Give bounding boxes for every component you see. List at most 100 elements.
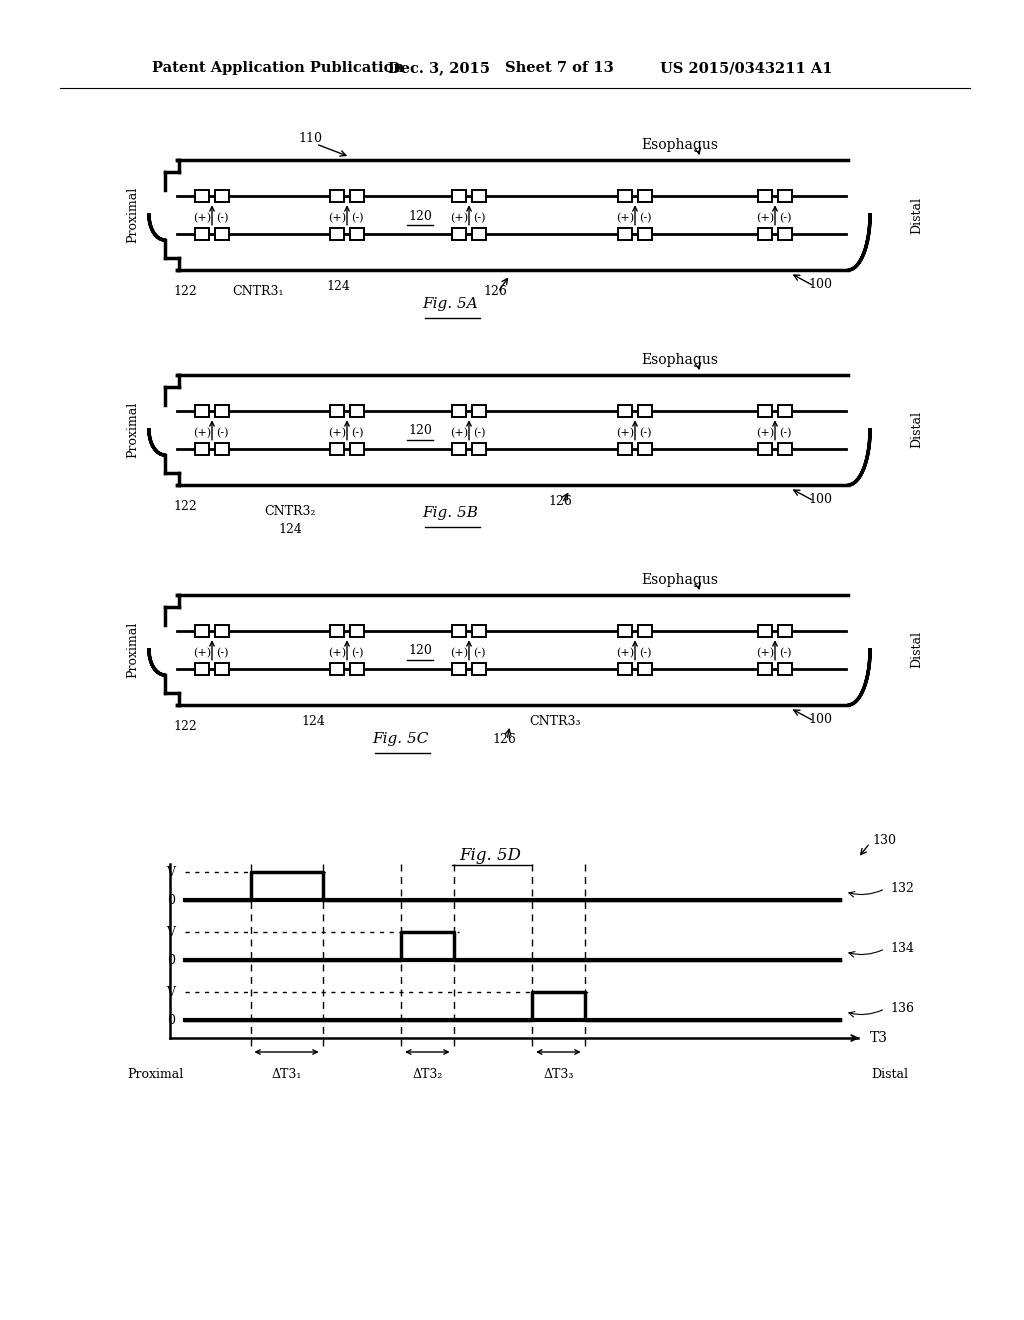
Text: (-): (-)	[778, 213, 792, 223]
Text: 130: 130	[872, 833, 896, 846]
Text: 132: 132	[890, 882, 913, 895]
Text: Esophagus: Esophagus	[641, 352, 719, 367]
Bar	[350, 442, 364, 454]
Text: (-): (-)	[778, 428, 792, 438]
Text: (+): (+)	[616, 428, 634, 438]
Text: CNTR3₂: CNTR3₂	[264, 506, 315, 517]
Bar	[758, 663, 772, 675]
Text: 122: 122	[173, 500, 197, 513]
Bar	[195, 190, 209, 202]
Text: Proximal: Proximal	[127, 401, 139, 458]
Text: (-): (-)	[473, 648, 485, 659]
Bar	[618, 626, 632, 638]
Bar	[638, 227, 652, 240]
Text: Esophagus: Esophagus	[641, 573, 719, 587]
Text: 136: 136	[890, 1002, 914, 1015]
Bar	[330, 405, 344, 417]
Bar	[350, 227, 364, 240]
Text: Dec. 3, 2015: Dec. 3, 2015	[388, 61, 490, 75]
Text: (-): (-)	[639, 428, 651, 438]
Text: (-): (-)	[216, 428, 228, 438]
Text: Distal: Distal	[910, 197, 924, 234]
Bar	[618, 227, 632, 240]
Text: Fig. 5C: Fig. 5C	[372, 733, 428, 746]
Text: 126: 126	[493, 733, 516, 746]
Bar	[472, 626, 486, 638]
Text: (+): (+)	[328, 213, 346, 223]
Text: (+): (+)	[328, 428, 346, 438]
Text: (-): (-)	[778, 648, 792, 659]
Bar	[472, 190, 486, 202]
Bar	[195, 405, 209, 417]
Text: 0: 0	[167, 894, 175, 907]
Text: (-): (-)	[473, 213, 485, 223]
Text: Proximal: Proximal	[127, 622, 139, 678]
Text: Patent Application Publication: Patent Application Publication	[152, 61, 404, 75]
Text: 126: 126	[483, 285, 507, 298]
Text: 124: 124	[326, 280, 350, 293]
Text: (+): (+)	[616, 648, 634, 659]
Text: Proximal: Proximal	[127, 187, 139, 243]
Text: (+): (+)	[450, 428, 468, 438]
Text: (-): (-)	[351, 213, 364, 223]
Bar	[618, 442, 632, 454]
Text: (+): (+)	[756, 428, 774, 438]
Bar	[350, 626, 364, 638]
Text: (-): (-)	[351, 648, 364, 659]
Bar	[758, 405, 772, 417]
Text: (+): (+)	[193, 428, 211, 438]
Text: 120: 120	[408, 210, 432, 223]
Text: Proximal: Proximal	[127, 1068, 183, 1081]
Bar	[778, 663, 792, 675]
Bar	[618, 663, 632, 675]
Bar	[472, 442, 486, 454]
Bar	[778, 227, 792, 240]
Bar	[638, 190, 652, 202]
Bar	[350, 405, 364, 417]
Bar	[215, 663, 229, 675]
Text: ΔT3₃: ΔT3₃	[543, 1068, 573, 1081]
Bar	[452, 442, 466, 454]
Bar	[215, 190, 229, 202]
Bar	[195, 442, 209, 454]
Bar	[350, 190, 364, 202]
Text: 120: 120	[408, 425, 432, 437]
Text: 124: 124	[279, 523, 302, 536]
Bar	[215, 626, 229, 638]
Bar	[472, 663, 486, 675]
Bar	[452, 663, 466, 675]
Bar	[350, 663, 364, 675]
Bar	[778, 190, 792, 202]
Bar	[638, 405, 652, 417]
Text: (-): (-)	[639, 213, 651, 223]
Bar	[618, 190, 632, 202]
Text: V: V	[166, 986, 175, 998]
Text: T3: T3	[870, 1031, 888, 1045]
Bar	[638, 442, 652, 454]
Bar	[452, 190, 466, 202]
Text: 124: 124	[301, 715, 325, 729]
Bar	[215, 227, 229, 240]
Text: Distal: Distal	[910, 631, 924, 668]
Text: 0: 0	[167, 1014, 175, 1027]
Text: (-): (-)	[473, 428, 485, 438]
Text: (+): (+)	[756, 213, 774, 223]
Text: 100: 100	[808, 279, 831, 290]
Text: Esophagus: Esophagus	[641, 139, 719, 152]
Bar	[638, 663, 652, 675]
Text: (+): (+)	[450, 213, 468, 223]
Text: V: V	[166, 866, 175, 879]
Bar	[452, 227, 466, 240]
Bar	[638, 626, 652, 638]
Text: (+): (+)	[450, 648, 468, 659]
Text: (+): (+)	[616, 213, 634, 223]
Bar	[330, 442, 344, 454]
Bar	[758, 442, 772, 454]
Bar	[472, 405, 486, 417]
Bar	[778, 405, 792, 417]
Text: V: V	[166, 925, 175, 939]
Text: CNTR3₁: CNTR3₁	[232, 285, 284, 298]
Bar	[472, 227, 486, 240]
Text: 120: 120	[408, 644, 432, 657]
Text: (-): (-)	[351, 428, 364, 438]
